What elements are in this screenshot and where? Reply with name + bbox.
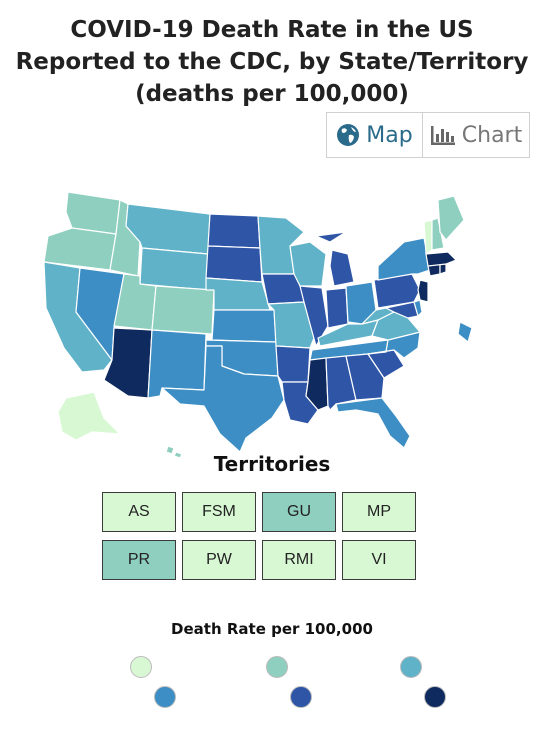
state-tx[interactable] [161, 345, 285, 453]
view-toggle[interactable]: Map Chart [326, 112, 530, 158]
state-in[interactable] [325, 287, 349, 329]
legend-swatch [130, 656, 152, 678]
territory-rmi[interactable]: RMI [262, 540, 336, 580]
legend-swatch [266, 656, 288, 678]
state-ne[interactable] [205, 277, 271, 311]
chart-view-button[interactable]: Chart [423, 113, 529, 157]
state-ks[interactable] [211, 309, 277, 343]
state-md[interactable] [385, 301, 419, 319]
territory-gu[interactable]: GU [262, 492, 336, 532]
state-mi[interactable] [315, 231, 355, 287]
bar-chart-icon [430, 126, 455, 145]
state-ar[interactable] [275, 345, 311, 383]
state-wi[interactable] [289, 241, 327, 287]
territory-pw[interactable]: PW [182, 540, 256, 580]
state-wy[interactable] [139, 247, 209, 291]
legend-swatch [154, 686, 176, 708]
territory-pr[interactable]: PR [102, 540, 176, 580]
state-hi[interactable] [165, 445, 183, 459]
territory-fsm[interactable]: FSM [182, 492, 256, 532]
legend-swatch [290, 686, 312, 708]
map-view-label: Map [366, 122, 413, 148]
state-sd[interactable] [205, 245, 263, 283]
territories-grid: AS FSM GU MP PR PW RMI VI [102, 492, 416, 580]
state-nj[interactable] [417, 279, 429, 303]
map-view-button[interactable]: Map [327, 113, 423, 157]
state-co[interactable] [151, 285, 215, 335]
chart-title: COVID-19 Death Rate in the US Reported t… [15, 17, 529, 107]
state-dc[interactable] [457, 321, 473, 343]
state-me[interactable] [437, 195, 465, 241]
state-nd[interactable] [207, 213, 261, 249]
territory-as[interactable]: AS [102, 492, 176, 532]
state-ny[interactable] [377, 237, 431, 281]
globe-icon [337, 124, 360, 146]
state-fl[interactable] [335, 397, 411, 449]
state-nc[interactable] [367, 331, 421, 359]
state-ri[interactable] [439, 263, 447, 275]
state-ak[interactable] [57, 391, 121, 441]
state-nm[interactable] [147, 329, 207, 399]
chart-view-label: Chart [461, 122, 523, 148]
territories-title: Territories [213, 452, 331, 476]
territory-vi[interactable]: VI [342, 540, 416, 580]
legend-title: Death Rate per 100,000 [171, 620, 373, 638]
us-map [0, 170, 544, 460]
state-ga[interactable] [345, 353, 385, 401]
state-de[interactable] [413, 299, 423, 317]
legend-swatch [400, 656, 422, 678]
state-nh[interactable] [431, 217, 445, 251]
state-vt[interactable] [423, 219, 433, 255]
legend-swatch [424, 686, 446, 708]
territory-mp[interactable]: MP [342, 492, 416, 532]
state-ma[interactable] [425, 251, 457, 267]
